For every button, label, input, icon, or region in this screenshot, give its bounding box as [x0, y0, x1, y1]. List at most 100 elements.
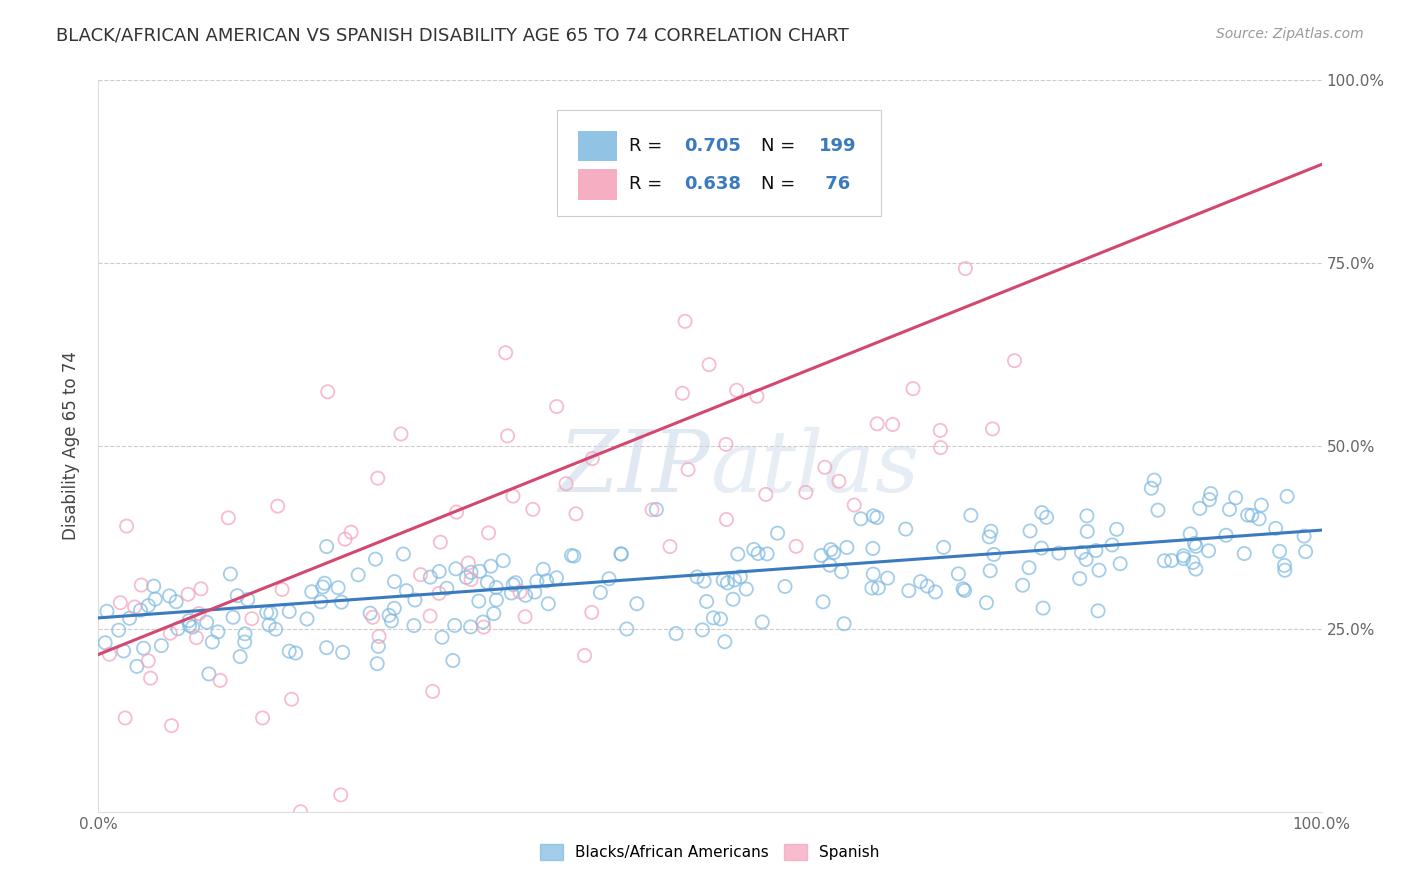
Point: [702, 611, 724, 625]
Point: [1274, 558, 1296, 573]
Point: [811, 595, 834, 609]
Point: [167, 622, 190, 636]
Point: [1250, 498, 1272, 512]
Point: [240, 612, 263, 626]
Point: [233, 635, 256, 649]
Point: [924, 585, 946, 599]
Point: [831, 565, 853, 579]
Point: [692, 623, 714, 637]
Point: [477, 575, 499, 590]
Point: [546, 400, 568, 414]
Point: [665, 626, 688, 640]
Point: [118, 611, 141, 625]
Point: [165, 595, 187, 609]
Point: [810, 549, 832, 563]
Point: [716, 512, 738, 526]
Point: [359, 606, 381, 620]
Point: [142, 579, 165, 593]
Point: [1240, 508, 1263, 523]
Point: [125, 659, 148, 673]
Point: [112, 644, 135, 658]
Point: [1184, 536, 1206, 550]
Point: [981, 422, 1004, 436]
Point: [976, 596, 998, 610]
Point: [915, 579, 938, 593]
Point: [983, 548, 1005, 562]
Point: [256, 606, 278, 620]
Point: [179, 618, 201, 632]
Point: [1143, 473, 1166, 487]
Point: [1249, 512, 1271, 526]
Point: [364, 552, 387, 566]
Point: [979, 530, 1001, 544]
Point: [1031, 541, 1053, 555]
Point: [696, 594, 718, 608]
Point: [522, 502, 544, 516]
Point: [1035, 510, 1057, 524]
Point: [730, 570, 752, 584]
Point: [714, 437, 737, 451]
Point: [723, 573, 745, 587]
Point: [1011, 578, 1033, 592]
Point: [422, 684, 444, 698]
Point: [1173, 551, 1195, 566]
Point: [645, 502, 668, 516]
Point: [485, 581, 508, 595]
Point: [496, 429, 519, 443]
Point: [427, 586, 450, 600]
Point: [953, 583, 976, 598]
Point: [368, 629, 391, 643]
Text: 199: 199: [818, 137, 856, 155]
Point: [309, 595, 332, 609]
Point: [367, 471, 389, 485]
Point: [725, 383, 748, 397]
Point: [468, 564, 491, 578]
Point: [98, 647, 121, 661]
Point: [929, 423, 952, 437]
Point: [610, 547, 633, 561]
Point: [526, 574, 548, 589]
Point: [226, 589, 249, 603]
Point: [190, 582, 212, 596]
Point: [686, 570, 709, 584]
Point: [955, 261, 977, 276]
Point: [361, 610, 384, 624]
Point: [832, 616, 855, 631]
Point: [1074, 552, 1097, 566]
Point: [290, 805, 312, 819]
Point: [1185, 540, 1208, 554]
Point: [818, 558, 841, 573]
Point: [866, 417, 889, 431]
Point: [910, 574, 932, 589]
Point: [295, 612, 318, 626]
Point: [1070, 545, 1092, 559]
Text: N =: N =: [762, 175, 801, 194]
Point: [610, 547, 633, 561]
Point: [709, 612, 731, 626]
Point: [814, 460, 837, 475]
Point: [187, 607, 209, 621]
Point: [94, 636, 117, 650]
Point: [1076, 508, 1098, 523]
Point: [1032, 601, 1054, 615]
Point: [219, 566, 242, 581]
Point: [505, 575, 527, 590]
Point: [460, 620, 482, 634]
Point: [485, 593, 508, 607]
Point: [721, 592, 744, 607]
Point: [478, 525, 501, 540]
Point: [714, 634, 737, 648]
Text: 0.638: 0.638: [685, 175, 741, 194]
Point: [132, 641, 155, 656]
Point: [402, 618, 425, 632]
Point: [1218, 502, 1240, 516]
Point: [436, 582, 458, 596]
Point: [340, 525, 363, 540]
Point: [785, 539, 807, 553]
Point: [456, 570, 478, 584]
Point: [773, 579, 796, 593]
Point: [560, 549, 582, 563]
Point: [979, 564, 1001, 578]
Point: [177, 587, 200, 601]
Point: [735, 582, 758, 596]
